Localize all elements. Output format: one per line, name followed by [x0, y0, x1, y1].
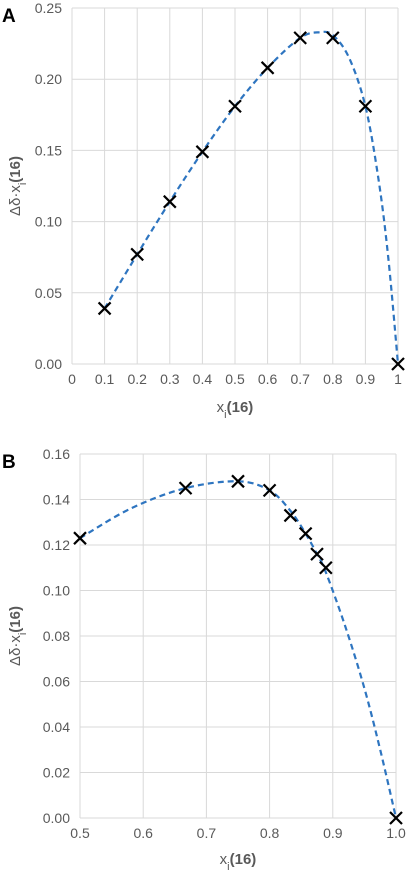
x-tick-label: 0.8: [323, 371, 343, 387]
x-tick-label: 1: [394, 371, 402, 387]
x-tick-label: 0.2: [127, 371, 147, 387]
x-tick-label: 0.4: [193, 371, 213, 387]
y-tick-label: 0.05: [35, 285, 62, 301]
x-axis-title-main: x: [217, 399, 225, 416]
y-axis-title-main: Δδ·x: [7, 185, 24, 216]
chart-panel-b: B0.5 0.6 0.7 0.8 0.9 1.00.000.020.040.060.080…: [2, 446, 406, 872]
y-tick-label: 0.20: [35, 71, 62, 87]
x-axis-title-main: x: [220, 851, 228, 868]
x-tick-label: 0.1: [95, 371, 115, 387]
data-point-marker: [97, 301, 112, 316]
x-tick-label: 0.7: [197, 825, 217, 841]
x-tick-label: 0.5: [70, 825, 90, 841]
data-point-marker: [262, 483, 277, 498]
x-tick-label: 0.5: [225, 371, 245, 387]
data-point-marker: [298, 526, 313, 541]
y-tick-label: 0.00: [43, 810, 70, 826]
data-points: [73, 474, 403, 825]
data-point-marker: [178, 481, 193, 495]
y-tick-label: 0.08: [43, 628, 70, 644]
y-tick-label: 0.25: [35, 0, 62, 16]
fit-line: [103, 30, 400, 365]
x-tick-label: 0.9: [356, 371, 376, 387]
y-tick-label: 0.00: [35, 356, 62, 372]
tick-labels: 0.5 0.6 0.7 0.8 0.9 1.0 0.00 0.02 0.04 0.06 0.08 0.…: [43, 446, 406, 841]
panel-label: A: [2, 6, 16, 27]
data-point-marker: [319, 560, 333, 575]
y-tick-label: 0.14: [43, 492, 70, 508]
x-tick-label: 0.7: [290, 371, 310, 387]
gridlines: [71, 7, 399, 365]
x-axis-title-subscript: i: [224, 409, 226, 421]
y-tick-label: 0.02: [43, 765, 70, 781]
x-axis-title-compound: (16): [230, 851, 257, 868]
data-point-marker: [326, 31, 340, 45]
data-point-marker: [195, 145, 210, 159]
data-point-marker: [389, 811, 403, 825]
x-tick-label: 0.8: [260, 825, 280, 841]
x-tick-label: 0.6: [133, 825, 153, 841]
data-point-marker: [231, 474, 245, 489]
x-tick-label: 0: [68, 371, 76, 387]
y-tick-label: 0.04: [43, 719, 70, 735]
x-tick-label: 0.6: [258, 371, 278, 387]
y-axis-title-main: Δδ·x: [7, 635, 24, 666]
data-point-marker: [130, 247, 144, 262]
y-axis-title-subscript: i: [17, 633, 29, 635]
data-point-marker: [391, 357, 405, 371]
data-point-marker: [163, 194, 177, 209]
data-point-marker: [260, 61, 275, 75]
y-tick-label: 0.06: [43, 674, 70, 690]
y-tick-label: 0.12: [43, 537, 70, 553]
x-tick-label: 0.9: [323, 825, 343, 841]
data-point-marker: [73, 531, 87, 545]
x-axis-title: xi(16): [217, 399, 254, 421]
data-point-marker: [283, 508, 298, 523]
x-axis-title: xi(16): [220, 851, 257, 872]
tick-labels: 0 0.1 0.2 0.3 0.4 0.5 0.6 0.7 0.8 0.9 1 0.00 0.05 0.1…: [35, 0, 402, 387]
data-point-marker: [228, 99, 242, 114]
y-axis-title-subscript: i: [17, 183, 29, 185]
gridlines: [79, 453, 397, 819]
y-tick-label: 0.10: [35, 214, 62, 230]
x-tick-label: 0.3: [160, 371, 180, 387]
fit-line: [79, 480, 398, 819]
data-point-marker: [293, 31, 307, 45]
y-axis-title: Δδ·xi(16): [7, 156, 29, 216]
x-axis-title-compound: (16): [227, 399, 254, 416]
y-tick-label: 0.15: [35, 142, 62, 158]
panel-label: B: [2, 452, 16, 473]
chart-panel-a: A 0 0.1 0.2 0.3 0.4 0.5 0.6 0.7 0.8 0.9 1 0.00 0.05 0.…: [2, 0, 405, 421]
data-point-marker: [310, 547, 324, 561]
data-points: [97, 31, 405, 371]
y-tick-label: 0.10: [43, 583, 70, 599]
x-axis-title-subscript: i: [227, 861, 229, 872]
y-tick-label: 0.16: [43, 446, 70, 462]
data-point-marker: [358, 99, 373, 114]
x-tick-label: 1.0: [386, 825, 406, 841]
y-axis-title-compound: (16): [7, 606, 24, 633]
y-axis-title-compound: (16): [7, 156, 24, 183]
y-axis-title: Δδ·xi(16): [7, 606, 29, 666]
